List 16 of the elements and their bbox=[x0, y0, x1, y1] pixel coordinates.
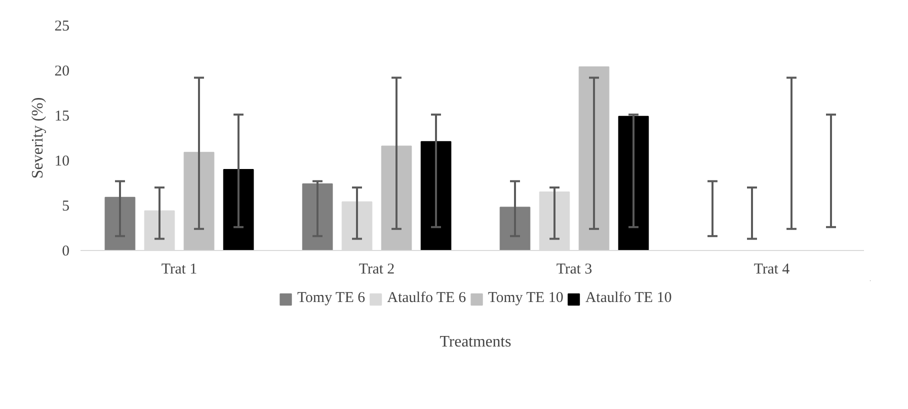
legend-label: Tomy TE 6 bbox=[297, 290, 366, 307]
x-tick-label: Trat 4 bbox=[754, 262, 790, 278]
y-axis-title: Severity (%) bbox=[30, 97, 46, 179]
x-tick-label: Trat 3 bbox=[556, 262, 592, 278]
y-tick-label: 25 bbox=[54, 18, 70, 34]
y-tick-label: 5 bbox=[62, 198, 70, 214]
y-tick-label: 15 bbox=[54, 108, 70, 124]
x-axis-title: Treatments bbox=[440, 334, 512, 350]
y-tick-label: 20 bbox=[54, 64, 70, 80]
x-tick-label: Trat 1 bbox=[161, 262, 198, 278]
y-tick-label: 10 bbox=[54, 154, 70, 170]
legend-label: Tomy TE 10 bbox=[488, 290, 564, 307]
x-tick-label: Trat 2 bbox=[358, 262, 395, 278]
legend-label: Ataulfo TE 10 bbox=[585, 290, 672, 307]
y-tick-label: 0 bbox=[62, 244, 70, 260]
legend-label: Ataulfo TE 6 bbox=[387, 290, 466, 307]
